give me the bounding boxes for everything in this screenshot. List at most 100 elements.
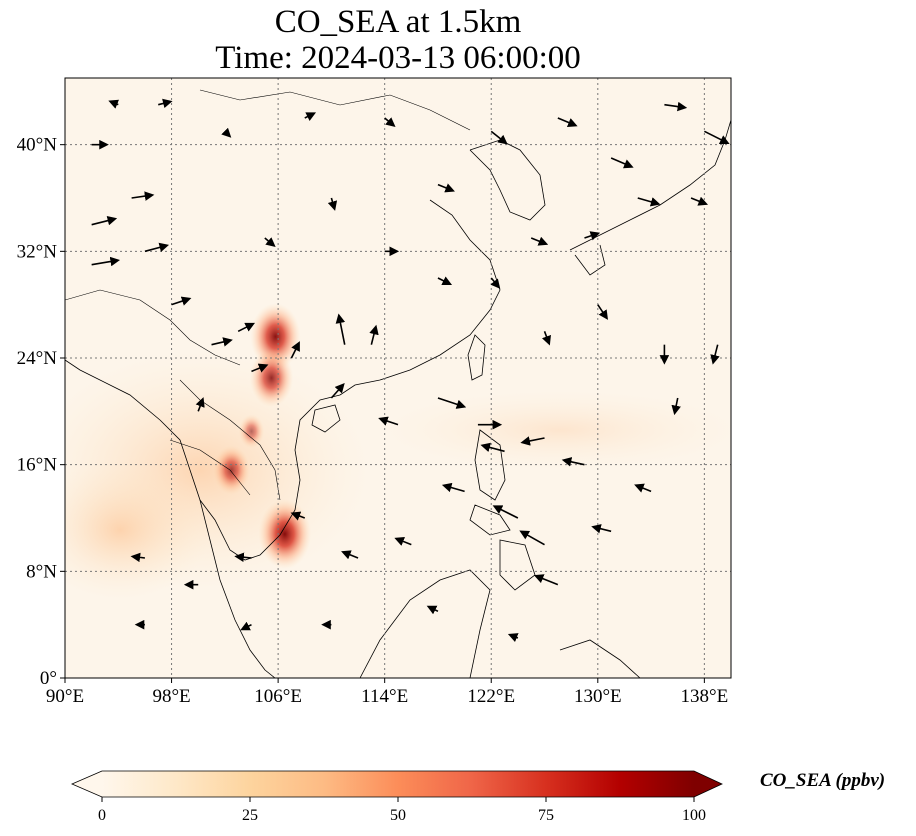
colorbar-tick-label: 100: [682, 807, 706, 824]
border-lines: [65, 289, 241, 366]
colorbar-tick-label: 0: [98, 807, 106, 824]
coastline-hainan: [311, 404, 341, 433]
wind-vector-arrow: [637, 197, 661, 207]
lon-tick-label: 122°E: [467, 686, 515, 707]
wind-vector-arrow: [664, 101, 688, 112]
wind-vector-arrow: [91, 256, 120, 267]
wind-vector-arrow: [327, 197, 338, 211]
wind-vector-arrow: [91, 215, 118, 226]
wind-vector-arrow: [394, 536, 412, 546]
wind-vector-arrow: [221, 127, 232, 138]
wind-vector-arrow: [304, 112, 317, 121]
coastlines: [65, 89, 731, 678]
gridlines: [65, 78, 731, 678]
co-hotspot: [249, 349, 294, 407]
wind-vector-arrow: [533, 574, 559, 586]
co-plume-region: [380, 390, 731, 470]
map-subtitle-time: Time: 2024-03-13 06:00:00: [215, 40, 581, 76]
coastline-malay: [199, 499, 276, 678]
wind-vector-arrow: [541, 331, 551, 346]
lat-tick-label: 8°N: [26, 561, 57, 582]
colorbar-min-extend: [72, 771, 102, 797]
colorbar-label: CO_SEA (ppbv): [760, 770, 886, 791]
coastline-taiwan: [467, 334, 486, 381]
co-plume-region: [65, 460, 210, 600]
wind-vector-arrow: [490, 130, 508, 145]
coastline-mindanao: [499, 539, 536, 591]
wind-vector-arrow: [530, 236, 549, 246]
lon-tick-label: 90°E: [46, 686, 84, 707]
coastline-china: [339, 199, 501, 396]
wind-vector-arrow: [290, 341, 300, 359]
co-hotspot: [213, 445, 250, 495]
wind-vector-arrow: [158, 98, 173, 109]
wind-vector-arrow: [108, 99, 120, 109]
wind-vector-arrow: [437, 397, 467, 409]
wind-vector-arrow: [492, 505, 519, 519]
wind-vector-arrow: [557, 117, 578, 127]
coastline-japan: [569, 119, 731, 251]
wind-vector-arrow: [610, 157, 634, 169]
colorbar-max-extend: [694, 771, 722, 797]
map-title: CO_SEA at 1.5km: [274, 4, 522, 40]
wind-vector-arrow: [131, 191, 155, 201]
wind-vector-arrow: [519, 530, 545, 546]
wind-vector-arrow: [211, 337, 233, 347]
wind-vector-arrow: [591, 524, 612, 534]
wind-vector-arrow: [597, 304, 608, 320]
wind-vector-arrow: [426, 605, 439, 615]
wind-vector-arrow: [384, 117, 396, 128]
lon-tick-label: 138°E: [681, 686, 729, 707]
coastline-indochina: [65, 359, 341, 561]
wind-vector-arrow: [507, 633, 519, 643]
wind-vectors-layer: [91, 98, 730, 643]
wind-vector-arrow: [330, 383, 345, 399]
co-hotspot: [238, 414, 265, 449]
wind-vector-arrow: [369, 324, 379, 345]
map-axes: 90°E 98°E 106°E 114°E 122°E 130°E 138°E 0° 8°N 16…: [17, 135, 729, 707]
wind-vector-arrow: [441, 482, 465, 493]
wind-vector-arrow: [251, 363, 269, 373]
colorbar-tick-label: 50: [390, 807, 406, 824]
co-hotspot: [258, 499, 312, 569]
wind-vector-arrow: [520, 436, 545, 446]
coastline-new-guinea: [559, 639, 641, 678]
wind-vector-arrow: [480, 442, 505, 453]
wind-vector-arrow: [561, 457, 585, 467]
colorbar-tick-label: 25: [242, 807, 258, 824]
wind-vector-arrow: [490, 277, 501, 289]
colorbar-ticks: 0 25 50 75 100: [98, 797, 706, 824]
map-frame: [64, 77, 732, 679]
wind-vector-arrow: [437, 276, 453, 286]
wind-vector-arrow: [690, 196, 709, 206]
wind-vector-arrow: [171, 296, 192, 306]
border-lines: [169, 439, 251, 496]
wind-vector-arrow: [584, 231, 601, 241]
wind-vector-arrow: [290, 511, 306, 521]
wind-vector-arrow: [341, 550, 359, 560]
lat-tick-label: 32°N: [17, 241, 58, 262]
colorbar-tick-label: 75: [538, 807, 554, 824]
wind-vector-arrow: [237, 322, 256, 333]
wind-vector-arrow: [378, 416, 399, 426]
wind-vector-arrow: [671, 397, 681, 416]
lon-tick-label: 130°E: [574, 686, 622, 707]
colorbar-gradient: [102, 771, 694, 797]
wind-vector-arrow: [264, 237, 276, 248]
wind-vector-arrow: [704, 130, 730, 144]
lon-tick-label: 98°E: [152, 686, 190, 707]
lat-tick-label: 16°N: [17, 455, 58, 476]
wind-vector-arrow: [240, 621, 252, 631]
colorbar: 0 25 50 75 100: [70, 770, 723, 824]
border-lines: [199, 89, 471, 131]
wind-vector-arrow: [437, 183, 455, 193]
wind-vector-arrow: [634, 483, 652, 493]
wind-vector-arrow: [144, 242, 170, 253]
coastline-luzon: [474, 429, 506, 501]
wind-vector-arrow: [234, 552, 252, 563]
border-lines: [179, 379, 281, 501]
lat-tick-label: 40°N: [17, 135, 58, 156]
lon-tick-label: 106°E: [254, 686, 302, 707]
wind-vector-arrow: [335, 313, 346, 345]
